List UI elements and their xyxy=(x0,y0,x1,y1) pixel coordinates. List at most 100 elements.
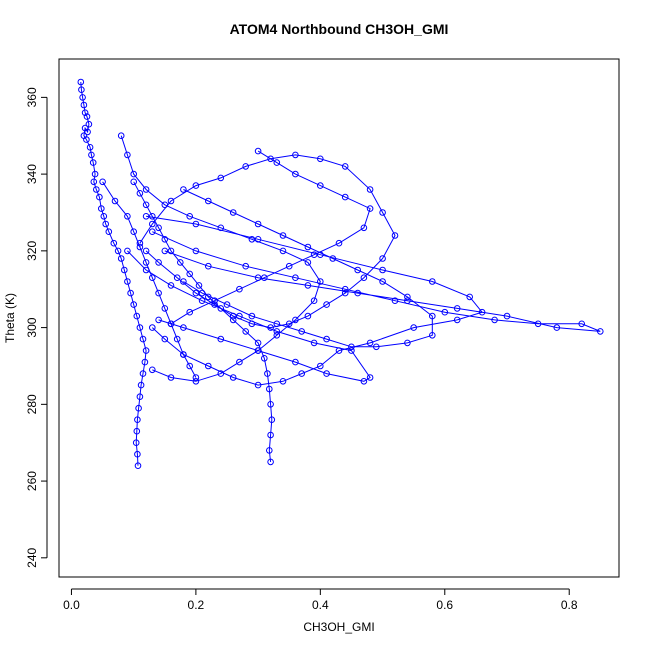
data-point xyxy=(83,113,91,120)
data-point xyxy=(267,401,274,408)
y-tick-label: 300 xyxy=(25,317,39,337)
data-point xyxy=(149,228,156,235)
data-point xyxy=(133,312,141,320)
data-point xyxy=(149,220,156,228)
data-series xyxy=(99,178,200,381)
data-point xyxy=(453,316,461,324)
data-point xyxy=(167,374,175,381)
data-point xyxy=(198,289,206,297)
data-point xyxy=(503,312,511,320)
data-point xyxy=(323,335,330,343)
data-point xyxy=(254,347,262,354)
data-point xyxy=(130,228,137,235)
data-point xyxy=(180,351,187,358)
data-point xyxy=(192,247,200,255)
data-point xyxy=(317,155,324,163)
data-point xyxy=(254,220,262,228)
data-point xyxy=(578,320,586,328)
data-point xyxy=(273,159,281,166)
data-point xyxy=(114,247,122,255)
data-point xyxy=(180,324,187,331)
data-point xyxy=(229,374,237,381)
data-point xyxy=(155,259,162,266)
data-point xyxy=(279,378,287,385)
data-point xyxy=(366,339,374,347)
data-point xyxy=(142,186,150,193)
data-point xyxy=(99,178,106,186)
data-series xyxy=(142,213,486,389)
data-point xyxy=(155,289,162,297)
data-point xyxy=(366,205,374,212)
data-point xyxy=(186,213,193,220)
data-point xyxy=(139,370,147,377)
data-point xyxy=(124,247,131,255)
data-point xyxy=(304,312,312,320)
data-point xyxy=(379,266,386,274)
data-point xyxy=(354,266,362,274)
data-point xyxy=(136,324,144,331)
plot-frame xyxy=(58,58,620,578)
x-tick-label: 0.0 xyxy=(63,598,80,612)
data-point xyxy=(429,278,436,285)
data-point xyxy=(323,370,330,377)
data-point xyxy=(117,132,125,139)
data-point xyxy=(254,339,262,347)
data-point xyxy=(133,427,141,435)
data-point xyxy=(139,335,147,343)
data-point xyxy=(91,170,99,178)
data-point xyxy=(267,431,274,439)
data-point xyxy=(77,78,85,86)
data-point xyxy=(266,385,273,393)
data-point xyxy=(186,308,193,316)
data-point xyxy=(279,232,287,239)
data-point xyxy=(273,332,281,339)
data-point xyxy=(304,259,312,266)
series-line xyxy=(80,81,147,466)
data-point xyxy=(391,297,399,305)
data-point xyxy=(136,190,144,197)
data-point xyxy=(273,320,281,328)
data-point xyxy=(360,274,368,282)
data-point xyxy=(298,328,306,335)
data-point xyxy=(317,182,324,189)
data-point xyxy=(341,289,349,297)
data-point xyxy=(285,320,293,328)
data-point xyxy=(167,197,175,205)
data-point xyxy=(155,316,162,324)
data-point xyxy=(236,312,243,320)
data-point xyxy=(130,178,137,186)
data-point xyxy=(429,332,436,339)
data-point xyxy=(292,274,299,282)
data-point xyxy=(217,305,225,312)
data-point xyxy=(223,301,231,308)
data-point xyxy=(186,270,193,278)
data-point xyxy=(192,289,200,297)
data-point xyxy=(79,94,86,101)
data-point xyxy=(292,316,299,324)
series-line xyxy=(120,135,321,382)
data-point xyxy=(478,308,486,316)
data-point xyxy=(229,209,237,216)
data-point xyxy=(267,155,274,163)
y-tick-label: 360 xyxy=(25,87,39,107)
data-point xyxy=(186,362,193,370)
data-point xyxy=(134,416,141,424)
data-point xyxy=(404,297,411,305)
data-point xyxy=(285,262,293,270)
data-point xyxy=(155,224,162,232)
data-point xyxy=(173,335,181,343)
data-point xyxy=(90,178,98,186)
data-point xyxy=(134,462,142,470)
data-point xyxy=(254,381,262,389)
data-point xyxy=(205,197,212,205)
data-point xyxy=(121,266,128,274)
data-point xyxy=(161,236,169,243)
data-point xyxy=(360,378,368,385)
data-point xyxy=(329,255,337,262)
data-point xyxy=(534,320,542,328)
data-point xyxy=(105,228,113,235)
data-point xyxy=(167,247,175,255)
data-point xyxy=(137,381,145,389)
data-point xyxy=(242,328,249,335)
data-point xyxy=(132,439,140,447)
